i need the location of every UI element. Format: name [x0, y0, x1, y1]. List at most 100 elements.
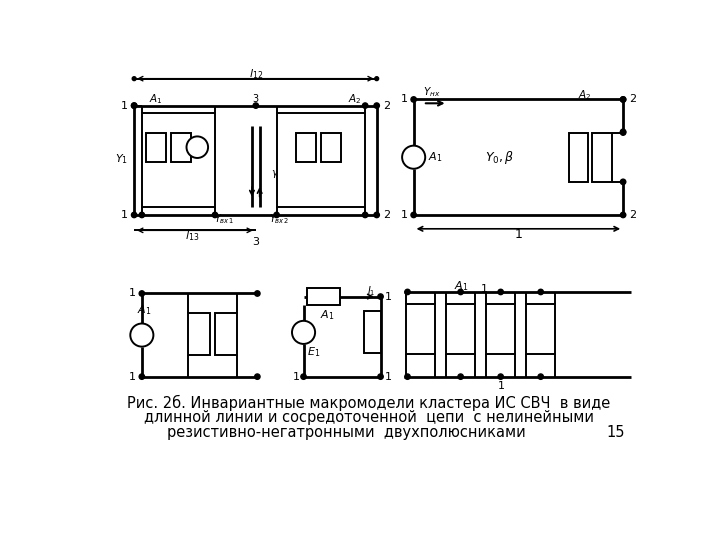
Bar [570, 132, 588, 182]
Text: 1: 1 [293, 372, 300, 382]
Text: $l_{12}$: $l_{12}$ [248, 67, 263, 81]
Circle shape [253, 103, 258, 109]
Text: $A_1$: $A_1$ [428, 150, 442, 164]
Circle shape [139, 374, 145, 379]
Text: 1: 1 [515, 228, 522, 241]
Text: 1: 1 [129, 372, 135, 382]
Text: $A_1$: $A_1$ [138, 303, 152, 318]
Text: 1: 1 [384, 372, 392, 382]
Text: $A_1$: $A_1$ [149, 92, 163, 106]
Circle shape [374, 212, 379, 218]
Circle shape [621, 212, 626, 218]
Text: $E_1$: $E_1$ [307, 346, 320, 359]
Circle shape [374, 103, 379, 109]
Text: $G_{п1}$: $G_{п1}$ [315, 289, 333, 303]
Text: резистивно-негатронными  двухполюсниками: резистивно-негатронными двухполюсниками [166, 425, 526, 440]
Text: 15: 15 [606, 425, 625, 440]
Circle shape [458, 374, 464, 379]
Circle shape [139, 291, 145, 296]
Bar [446, 303, 475, 354]
Text: $A_1$: $A_1$ [320, 308, 335, 322]
Circle shape [132, 77, 136, 80]
Text: длинной линии и сосредоточенной  цепи  с нелинейными: длинной линии и сосредоточенной цепи с н… [144, 410, 594, 425]
Circle shape [621, 97, 626, 102]
Circle shape [292, 321, 315, 344]
Circle shape [255, 374, 260, 379]
Text: 1: 1 [481, 284, 488, 294]
Circle shape [411, 212, 416, 218]
Circle shape [139, 212, 145, 218]
Circle shape [458, 289, 464, 295]
Circle shape [621, 129, 626, 134]
Text: $Y_{вх2}$: $Y_{вх2}$ [269, 212, 289, 226]
Text: $A_2$: $A_2$ [578, 88, 591, 102]
Circle shape [362, 103, 368, 109]
Bar [321, 132, 341, 162]
Circle shape [362, 212, 368, 218]
Circle shape [186, 137, 208, 158]
Circle shape [538, 289, 544, 295]
Bar [145, 132, 166, 162]
Text: 1: 1 [129, 288, 135, 299]
Text: $l_{13}$: $l_{13}$ [185, 229, 199, 242]
Bar [364, 311, 381, 353]
Text: $G_2$: $G_2$ [572, 150, 586, 164]
Text: $Y_2$: $Y_2$ [282, 113, 294, 127]
Text: $G_c$: $G_c$ [454, 322, 467, 336]
Circle shape [538, 374, 544, 379]
Bar [593, 132, 611, 182]
Text: 1: 1 [400, 210, 408, 220]
Bar [486, 303, 516, 354]
Text: $Y_{c2}$: $Y_{c2}$ [298, 140, 313, 154]
Circle shape [405, 374, 410, 379]
Text: $\gamma,Y_0$: $\gamma,Y_0$ [271, 166, 295, 180]
Text: 1: 1 [400, 94, 408, 104]
Text: $jB_c$: $jB_c$ [533, 322, 549, 336]
Circle shape [411, 97, 416, 102]
Text: $I_1$: $I_1$ [366, 284, 375, 298]
Text: $A_2$: $A_2$ [348, 92, 362, 106]
Text: 1: 1 [121, 100, 128, 111]
Text: 1: 1 [121, 210, 128, 220]
Circle shape [301, 374, 306, 379]
Circle shape [378, 294, 383, 299]
Bar [406, 303, 435, 354]
Bar [171, 132, 191, 162]
Circle shape [375, 77, 379, 80]
Circle shape [212, 212, 217, 218]
Bar [188, 313, 210, 355]
Text: $Y_{н2}$: $Y_{н2}$ [323, 143, 339, 157]
Circle shape [132, 103, 137, 109]
Text: $E_1$: $E_1$ [192, 156, 203, 170]
Circle shape [405, 289, 410, 295]
Text: Рис. 2б. Инвариантные макромодели кластера ИС СВЧ  в виде: Рис. 2б. Инвариантные макромодели класте… [127, 394, 611, 410]
Bar [276, 112, 365, 207]
Text: 1: 1 [384, 292, 392, 301]
Text: 2: 2 [629, 94, 636, 104]
Bar [142, 112, 215, 207]
Text: 2: 2 [383, 100, 390, 111]
Circle shape [498, 289, 503, 295]
Circle shape [132, 212, 137, 218]
Text: $jB_2$: $jB_2$ [593, 150, 611, 164]
Bar [307, 288, 340, 305]
Circle shape [498, 374, 503, 379]
Circle shape [402, 146, 426, 169]
Bar [215, 313, 237, 355]
Text: $G_{п1}$: $G_{п1}$ [412, 322, 429, 336]
Text: $Y_{вх1}$: $Y_{вх1}$ [215, 212, 234, 226]
Circle shape [130, 323, 153, 347]
Text: $jB_{п1}$: $jB_{п1}$ [490, 322, 511, 336]
Circle shape [132, 103, 137, 109]
Circle shape [378, 374, 383, 379]
Text: $jB_{нк}$: $jB_{нк}$ [215, 327, 236, 341]
Text: 2: 2 [383, 210, 390, 220]
Text: 3: 3 [252, 237, 259, 247]
Text: 2: 2 [629, 210, 636, 220]
Text: 1: 1 [498, 381, 505, 391]
Text: 3: 3 [253, 94, 259, 104]
Bar [296, 132, 316, 162]
Text: $Y_1$: $Y_1$ [114, 153, 127, 166]
Circle shape [274, 212, 279, 218]
Circle shape [621, 130, 626, 135]
